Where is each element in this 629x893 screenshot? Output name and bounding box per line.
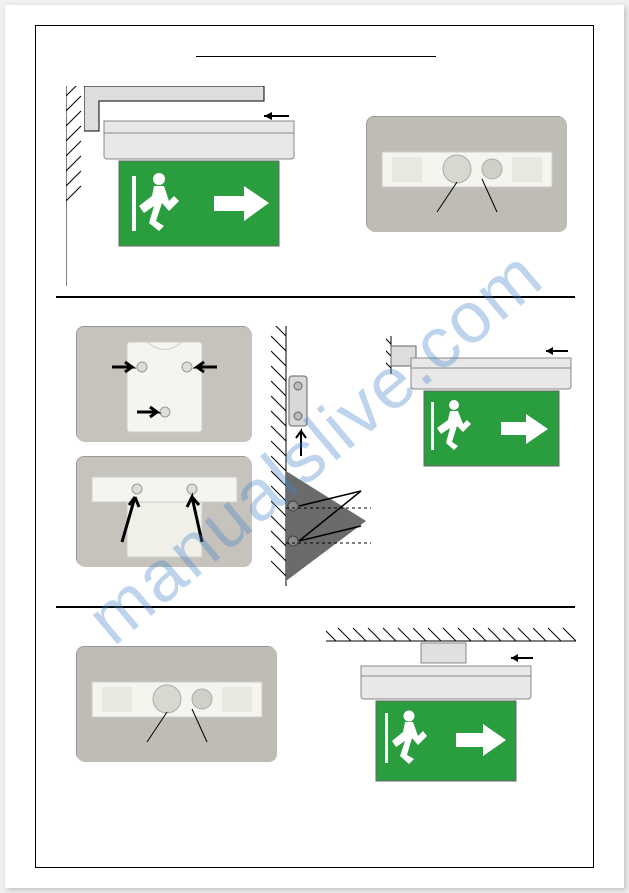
mount-diagram-1 xyxy=(84,86,304,286)
photo-bracket-1 xyxy=(76,326,251,441)
title-underline xyxy=(196,56,436,57)
divider-2 xyxy=(56,606,575,608)
content-frame xyxy=(35,25,594,868)
photo-bracket-2 xyxy=(76,456,251,566)
wall-hatching xyxy=(66,86,86,286)
photo-terminal-2 xyxy=(76,646,276,761)
mount-diagram-2 xyxy=(386,336,586,506)
divider-1 xyxy=(56,296,575,298)
photo-terminal-1 xyxy=(366,116,566,231)
ceiling-mount-diagram xyxy=(326,626,576,816)
page-container: manualslive.com xyxy=(5,5,624,888)
wall-profile-diagram xyxy=(271,326,381,586)
